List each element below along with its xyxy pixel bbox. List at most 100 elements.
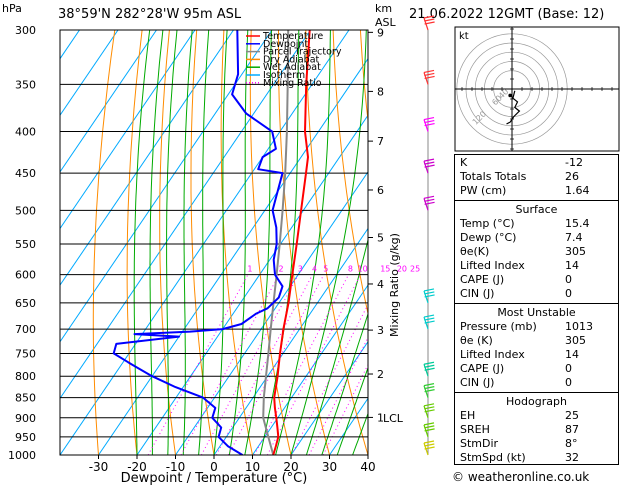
mixing-ratio-label: 2 xyxy=(278,265,283,274)
datetime-title: 21.06.2022 12GMT (Base: 12) xyxy=(409,7,604,22)
temperature-tick-label: -10 xyxy=(166,460,186,474)
wind-barb xyxy=(423,422,435,438)
temperature-tick-label: 20 xyxy=(283,460,298,474)
pressure-tick-label: 950 xyxy=(15,431,36,444)
pressure-tick-label: 300 xyxy=(15,24,36,37)
isotherm-line xyxy=(60,30,234,287)
wind-barb xyxy=(423,288,435,304)
stat-row: PW (cm) 1.64 xyxy=(460,184,590,197)
legend-label: Mixing Ratio xyxy=(263,78,322,89)
mixing-ratio-label: 4 xyxy=(312,265,317,274)
mixing-ratio-labels: 1 2 3 4 5 8 10 15 20 25 xyxy=(247,265,420,274)
x-axis-title: Dewpoint / Temperature (°C) xyxy=(121,471,308,486)
stat-row: θe(K) 305 xyxy=(460,245,586,258)
surface-title: Surface xyxy=(515,203,558,216)
wet-adiabat-line xyxy=(290,30,367,455)
temperature-tick-label: -30 xyxy=(89,460,109,474)
pressure-tick-label: 750 xyxy=(15,347,36,360)
stat-row: CIN (J) 0 xyxy=(460,376,572,389)
dry-adiabat-line xyxy=(359,30,368,125)
wet-adiabat-line xyxy=(166,30,178,455)
pressure-tick-label: 450 xyxy=(15,167,36,180)
mixing-ratio-label: 25 xyxy=(410,265,420,274)
mixing-ratio-label: 8 xyxy=(348,265,353,274)
mixing-ratio-axis-title: Mixing Ratio (g/kg) xyxy=(388,233,401,337)
km-tick-label: 6 xyxy=(377,184,384,197)
stats-table: K -12 Totals Totals 26 PW (cm) 1.64 Surface… xyxy=(454,154,619,465)
stat-row: Dewp (°C) 7.4 xyxy=(460,231,583,244)
stat-row: CAPE (J) 0 xyxy=(460,362,572,375)
stat-row: CIN (J) 0 xyxy=(460,287,572,300)
temperature-tick-label: 0 xyxy=(210,460,218,474)
pressure-tick-label: 550 xyxy=(15,238,36,251)
km-label: km xyxy=(375,2,392,15)
temperature-tick-label: 30 xyxy=(322,460,337,474)
isotherm-line xyxy=(60,30,80,60)
km-tick-label: 2 xyxy=(377,368,384,381)
mixing-ratio-label: 10 xyxy=(357,265,367,274)
isotherm-line xyxy=(60,30,119,117)
lcl-label: LCL xyxy=(383,412,404,425)
pressure-tick-label: 650 xyxy=(15,297,36,310)
wind-barb xyxy=(423,440,435,456)
km-tick-label: 9 xyxy=(377,26,384,39)
dry-adiabat-line xyxy=(92,30,116,455)
isotherm-line xyxy=(60,30,196,230)
mixing-ratio-line xyxy=(215,274,313,455)
wind-barbs xyxy=(423,15,435,456)
km-tick-label: 1 xyxy=(377,411,384,424)
wind-barb xyxy=(423,403,435,418)
divider xyxy=(455,303,618,304)
legend-label: Parcel Trajectory xyxy=(263,47,342,58)
km-tick-label: 7 xyxy=(377,135,384,148)
hpa-label: hPa xyxy=(2,2,22,15)
mixing-ratio-label: 3 xyxy=(298,265,303,274)
stat-row: Lifted Index 14 xyxy=(460,259,579,272)
pressure-tick-label: 350 xyxy=(15,78,36,91)
wet-adiabat-line xyxy=(336,366,368,455)
legend-label: Dry Adiabat xyxy=(263,54,320,65)
isotherm-line xyxy=(60,30,350,455)
temperature-tick-label: 10 xyxy=(245,460,260,474)
dewpoint-line xyxy=(112,30,284,455)
wind-barb xyxy=(423,116,435,132)
stat-row: StmDir 8° xyxy=(460,437,578,450)
stat-row: Lifted Index 14 xyxy=(460,348,579,361)
mixing-ratio-lines xyxy=(147,274,368,455)
isotherm-line xyxy=(290,340,368,455)
mixing-ratio-label: 15 xyxy=(380,265,390,274)
stat-row: Temp (°C) 15.4 xyxy=(460,217,590,230)
axis-labels: 3003504004505005506006507007508008509009… xyxy=(8,24,404,474)
isotherm-line xyxy=(98,57,368,455)
location-title: 38°59'N 282°28'W 95m ASL xyxy=(58,7,242,22)
pressure-tick-label: 1000 xyxy=(8,449,36,462)
hodograph-stats-title: Hodograph xyxy=(506,395,567,408)
temperature-tick-label: -20 xyxy=(127,460,147,474)
divider xyxy=(455,200,618,201)
pressure-tick-label: 400 xyxy=(15,126,36,139)
stat-row: CAPE (J) 0 xyxy=(460,273,572,286)
storm-motion-marker xyxy=(508,93,512,98)
wind-barb xyxy=(423,15,435,31)
pressure-tick-label: 800 xyxy=(15,370,36,383)
mixing-ratio-label: 5 xyxy=(323,265,328,274)
dry-adiabat-line xyxy=(159,30,176,455)
km-tick-label: 3 xyxy=(377,324,384,337)
km-tick-label: 4 xyxy=(377,278,384,291)
hodograph-trace xyxy=(506,90,521,125)
most-unstable-title: Most Unstable xyxy=(497,306,576,319)
wind-barb xyxy=(423,314,435,330)
isotherm-line xyxy=(175,171,368,455)
hodograph-unit: kt xyxy=(459,31,469,42)
wind-barb xyxy=(423,69,435,85)
temperature-tick-label: 40 xyxy=(360,460,375,474)
stat-row: K -12 xyxy=(460,156,583,169)
pressure-tick-label: 700 xyxy=(15,323,36,336)
dry-adiabat-line xyxy=(220,30,253,455)
sounding-series xyxy=(112,30,311,455)
wind-barb xyxy=(423,158,435,174)
km-tick-label: 8 xyxy=(377,85,384,98)
stat-row: Totals Totals 26 xyxy=(460,170,579,183)
wind-barb xyxy=(423,361,435,377)
